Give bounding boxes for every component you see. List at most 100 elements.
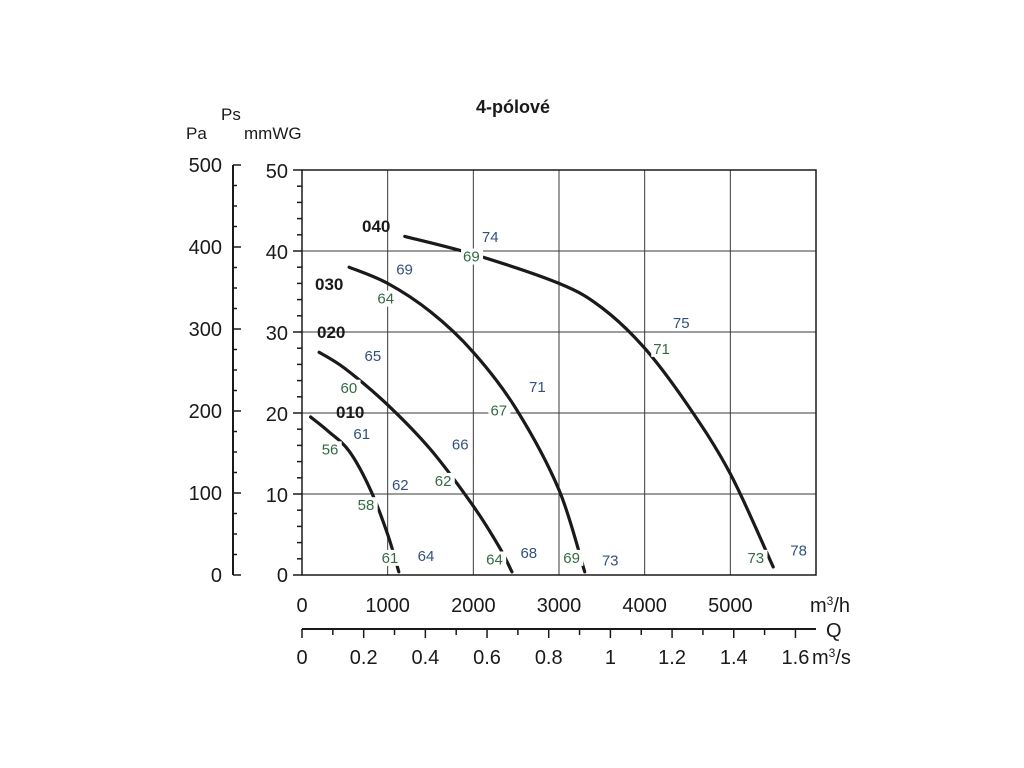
noise-label-blue-bg	[394, 261, 417, 278]
mmwg-axis-labels: 50 40 30 20 10 0	[266, 161, 288, 587]
noise-label-green: 71	[653, 341, 670, 358]
mmwg-tick-label: 30	[266, 323, 288, 345]
noise-label-blue-bg	[415, 548, 438, 565]
mmwg-tick-label: 10	[266, 485, 288, 507]
plot-frame	[301, 169, 817, 576]
noise-label-green: 69	[563, 550, 580, 567]
pa-tick-label: 400	[189, 237, 222, 259]
noise-label-blue: 68	[520, 545, 537, 562]
x-tick-label-m3h: 2000	[451, 595, 496, 617]
curve-020	[317, 350, 514, 574]
series-label-040: 040	[362, 217, 390, 236]
noise-label-green-bg	[561, 549, 584, 566]
pa-tick-label: 0	[211, 565, 222, 587]
x-unit-m3h: m3/h	[810, 594, 850, 617]
pa-tick-label: 200	[189, 401, 222, 423]
noise-label-green: 64	[486, 551, 503, 568]
noise-label-blue-bg	[479, 229, 502, 246]
x-tick-label-m3s: 0.2	[350, 647, 378, 669]
x-tick-label-m3h: 5000	[708, 595, 753, 617]
noise-label-green-bg	[379, 549, 402, 566]
noise-label-green-bg	[488, 402, 511, 419]
noise-label-blue: 64	[418, 548, 435, 565]
unit-mmwg: mmWG	[244, 124, 302, 143]
mmwg-tick-label: 20	[266, 404, 288, 426]
unit-ps: Ps	[221, 105, 241, 124]
noise-label-blue: 71	[529, 379, 546, 396]
pa-axis-labels: 500 400 300 200 100 0	[189, 155, 222, 587]
noise-label-blue-bg	[449, 436, 472, 453]
noise-label-blue: 62	[392, 477, 409, 494]
fan-curves	[309, 234, 775, 574]
noise-label-green-bg	[338, 379, 361, 396]
noise-label-blue-bg	[518, 544, 541, 561]
noise-label-green: 67	[490, 402, 507, 419]
noise-label-blue: 78	[790, 543, 807, 560]
mmwg-axis-minor-ticks	[293, 169, 302, 576]
mmwg-tick-label: 40	[266, 242, 288, 264]
chart-title: 4-pólové	[476, 97, 550, 117]
noise-label-green-bg	[375, 290, 398, 307]
x-tick-label-m3h: 3000	[537, 595, 582, 617]
q-axis-label: Q	[826, 620, 842, 642]
noise-label-blue: 65	[365, 348, 382, 365]
series-label-010: 010	[336, 403, 364, 422]
noise-label-blue-bg	[599, 552, 622, 569]
noise-label-green-bg	[745, 549, 768, 566]
x-tick-label-m3s: 1.4	[720, 647, 748, 669]
x-tick-label-m3s: 0.4	[411, 647, 439, 669]
noise-label-green-bg	[432, 472, 455, 489]
x-tick-label-m3s: 0	[296, 647, 307, 669]
q-axis-ticks	[301, 629, 797, 638]
noise-label-blue: 61	[353, 426, 370, 443]
noise-label-blue-bg	[670, 314, 693, 331]
pa-axis-minor-ticks	[233, 164, 241, 576]
series-label-020: 020	[317, 323, 345, 342]
noise-label-blue: 74	[482, 229, 499, 246]
curve-030	[347, 265, 587, 574]
noise-label-green: 73	[747, 550, 764, 567]
curve-010	[309, 415, 401, 574]
noise-label-green-bg	[461, 248, 484, 265]
pa-tick-label: 300	[189, 319, 222, 341]
noise-label-blue-bg	[389, 476, 412, 493]
noise-label-green: 62	[435, 473, 452, 490]
noise-label-blue: 75	[673, 315, 690, 332]
x-tick-label-m3s: 1.2	[658, 647, 686, 669]
noise-label-blue-bg	[362, 348, 385, 365]
unit-pa: Pa	[186, 124, 207, 143]
noise-label-blue: 73	[602, 552, 619, 569]
x-axis-m3s-labels: 0 0.2 0.4 0.6 0.8 1 1.2 1.4 1.6	[296, 647, 809, 669]
noise-label-green-bg	[355, 497, 378, 514]
noise-label-green: 61	[382, 550, 399, 567]
noise-label-green-bg	[651, 340, 674, 357]
mmwg-tick-label: 0	[277, 565, 288, 587]
x-tick-label-m3s: 0.8	[535, 647, 563, 669]
x-unit-m3s: m3/s	[812, 646, 851, 669]
series-label-030: 030	[315, 275, 343, 294]
noise-label-blue: 69	[396, 261, 413, 278]
noise-label-green: 69	[463, 249, 480, 266]
noise-label-blue: 66	[452, 436, 469, 453]
noise-label-green: 64	[377, 291, 394, 308]
curve-040	[403, 234, 775, 569]
x-tick-label-m3s: 1.6	[782, 647, 810, 669]
x-tick-label-m3h: 1000	[365, 595, 410, 617]
noise-label-green-bg	[319, 441, 342, 458]
x-axis-m3h-labels: 0 1000 2000 3000 4000 5000	[296, 595, 752, 617]
x-tick-label-m3h: 0	[296, 595, 307, 617]
x-tick-label-m3s: 1	[605, 647, 616, 669]
noise-label-green-bg	[484, 551, 507, 568]
mmwg-tick-label: 50	[266, 161, 288, 183]
noise-label-blue-bg	[527, 378, 550, 395]
noise-label-blue-bg	[351, 425, 374, 442]
x-tick-label-m3s: 0.6	[473, 647, 501, 669]
noise-label-green: 56	[322, 441, 339, 458]
noise-label-green: 60	[341, 380, 358, 397]
x-tick-label-m3h: 4000	[622, 595, 667, 617]
noise-label-green: 58	[358, 497, 375, 514]
noise-label-blue-bg	[788, 542, 811, 559]
pa-tick-label: 500	[189, 155, 222, 177]
